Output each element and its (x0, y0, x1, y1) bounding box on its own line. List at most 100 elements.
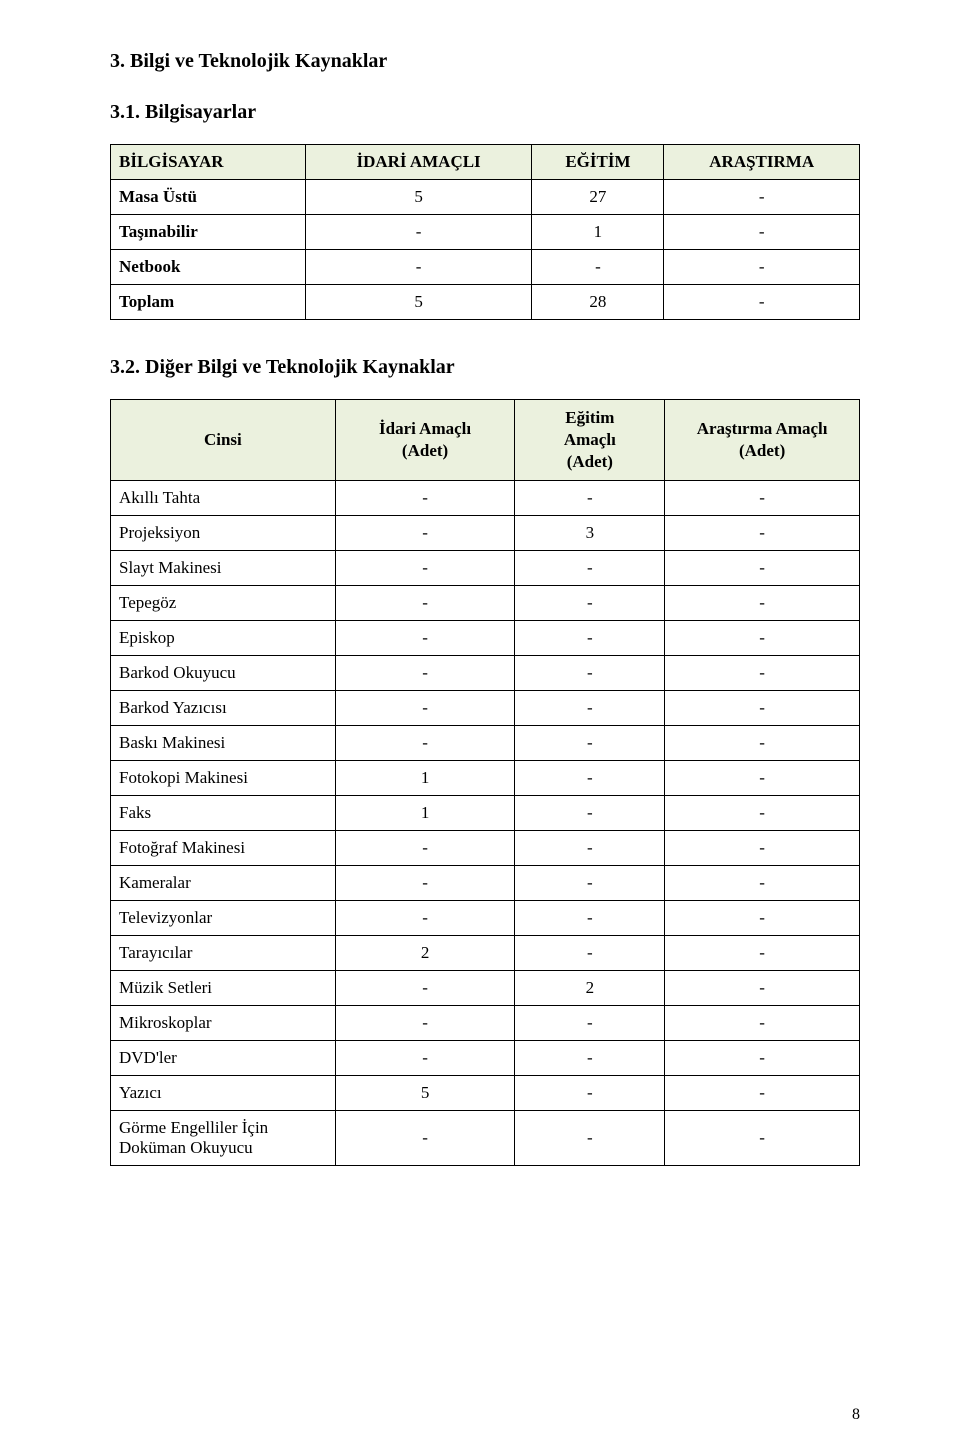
table-row: Akıllı Tahta--- (111, 481, 860, 516)
table-row: Fotokopi Makinesi1-- (111, 761, 860, 796)
col-header: İDARİ AMAÇLI (305, 145, 532, 180)
table-row: Fotoğraf Makinesi--- (111, 831, 860, 866)
cell: - (335, 1006, 515, 1041)
table-row: Slayt Makinesi--- (111, 551, 860, 586)
cell: - (665, 726, 860, 761)
table-row: Projeksiyon-3- (111, 516, 860, 551)
cell: - (335, 831, 515, 866)
cell: - (515, 1006, 665, 1041)
cell: 5 (305, 285, 532, 320)
cell: 1 (335, 796, 515, 831)
row-label: Fotoğraf Makinesi (111, 831, 336, 866)
row-label: Tepegöz (111, 586, 336, 621)
cell: - (515, 866, 665, 901)
col-header: EğitimAmaçlı(Adet) (515, 400, 665, 481)
cell: 5 (305, 180, 532, 215)
table-row: Barkod Yazıcısı--- (111, 691, 860, 726)
table-computers: BİLGİSAYAR İDARİ AMAÇLI EĞİTİM ARAŞTIRMA… (110, 144, 860, 320)
cell: - (665, 1006, 860, 1041)
cell: - (665, 656, 860, 691)
row-label: Episkop (111, 621, 336, 656)
cell: - (305, 250, 532, 285)
table-row: Müzik Setleri-2- (111, 971, 860, 1006)
cell: - (665, 971, 860, 1006)
cell: - (515, 551, 665, 586)
cell: - (515, 656, 665, 691)
cell: - (335, 1041, 515, 1076)
cell: - (335, 691, 515, 726)
cell: - (664, 285, 860, 320)
cell: - (664, 250, 860, 285)
col-header: EĞİTİM (532, 145, 664, 180)
cell: - (515, 621, 665, 656)
cell: - (515, 691, 665, 726)
row-label: Kameralar (111, 866, 336, 901)
table-row: Baskı Makinesi--- (111, 726, 860, 761)
col-header-text: EğitimAmaçlı(Adet) (564, 408, 616, 471)
row-label: Barkod Okuyucu (111, 656, 336, 691)
row-label: Fotokopi Makinesi (111, 761, 336, 796)
cell: - (665, 866, 860, 901)
cell: - (665, 1041, 860, 1076)
section-heading-2: 3.2. Diğer Bilgi ve Teknolojik Kaynaklar (110, 356, 860, 379)
row-label: Müzik Setleri (111, 971, 336, 1006)
col-header: Araştırma Amaçlı(Adet) (665, 400, 860, 481)
page-number: 8 (852, 1406, 860, 1424)
cell: 3 (515, 516, 665, 551)
row-label: Toplam (111, 285, 306, 320)
table-row: Kameralar--- (111, 866, 860, 901)
cell: - (335, 586, 515, 621)
cell: - (515, 936, 665, 971)
table-row: Netbook--- (111, 250, 860, 285)
col-header: Cinsi (111, 400, 336, 481)
row-label: Netbook (111, 250, 306, 285)
row-label: Masa Üstü (111, 180, 306, 215)
cell: - (515, 726, 665, 761)
row-label: Slayt Makinesi (111, 551, 336, 586)
row-label: Barkod Yazıcısı (111, 691, 336, 726)
cell: 2 (515, 971, 665, 1006)
cell: - (665, 796, 860, 831)
cell: - (665, 481, 860, 516)
table-row: Masa Üstü527- (111, 180, 860, 215)
cell: 28 (532, 285, 664, 320)
cell: - (515, 586, 665, 621)
section-heading-1: 3.1. Bilgisayarlar (110, 101, 860, 124)
table-row: DVD'ler--- (111, 1041, 860, 1076)
row-label: Görme Engelliler İçin Doküman Okuyucu (111, 1111, 336, 1166)
cell: - (665, 1076, 860, 1111)
row-label: Taşınabilir (111, 215, 306, 250)
cell: - (305, 215, 532, 250)
cell: - (515, 481, 665, 516)
col-header-text: İdari Amaçlı(Adet) (379, 419, 471, 460)
cell: - (532, 250, 664, 285)
cell: - (515, 1111, 665, 1166)
cell: - (335, 1111, 515, 1166)
row-label: Akıllı Tahta (111, 481, 336, 516)
table-row: Yazıcı5-- (111, 1076, 860, 1111)
table-row: Televizyonlar--- (111, 901, 860, 936)
cell: - (665, 1111, 860, 1166)
row-label: DVD'ler (111, 1041, 336, 1076)
col-header: BİLGİSAYAR (111, 145, 306, 180)
cell: - (665, 831, 860, 866)
cell: - (665, 936, 860, 971)
cell: 5 (335, 1076, 515, 1111)
cell: - (665, 551, 860, 586)
row-label: Baskı Makinesi (111, 726, 336, 761)
table-other-resources: Cinsi İdari Amaçlı(Adet) EğitimAmaçlı(Ad… (110, 399, 860, 1166)
cell: 2 (335, 936, 515, 971)
cell: - (665, 761, 860, 796)
cell: - (335, 901, 515, 936)
section-heading-main: 3. Bilgi ve Teknolojik Kaynaklar (110, 50, 860, 73)
cell: 27 (532, 180, 664, 215)
row-label: Televizyonlar (111, 901, 336, 936)
cell: - (515, 901, 665, 936)
table-row: Faks1-- (111, 796, 860, 831)
cell: - (664, 215, 860, 250)
cell: - (335, 481, 515, 516)
cell: - (335, 866, 515, 901)
table-row: Görme Engelliler İçin Doküman Okuyucu--- (111, 1111, 860, 1166)
col-header-text: Araştırma Amaçlı(Adet) (697, 419, 828, 460)
col-header-text: Cinsi (204, 430, 242, 449)
